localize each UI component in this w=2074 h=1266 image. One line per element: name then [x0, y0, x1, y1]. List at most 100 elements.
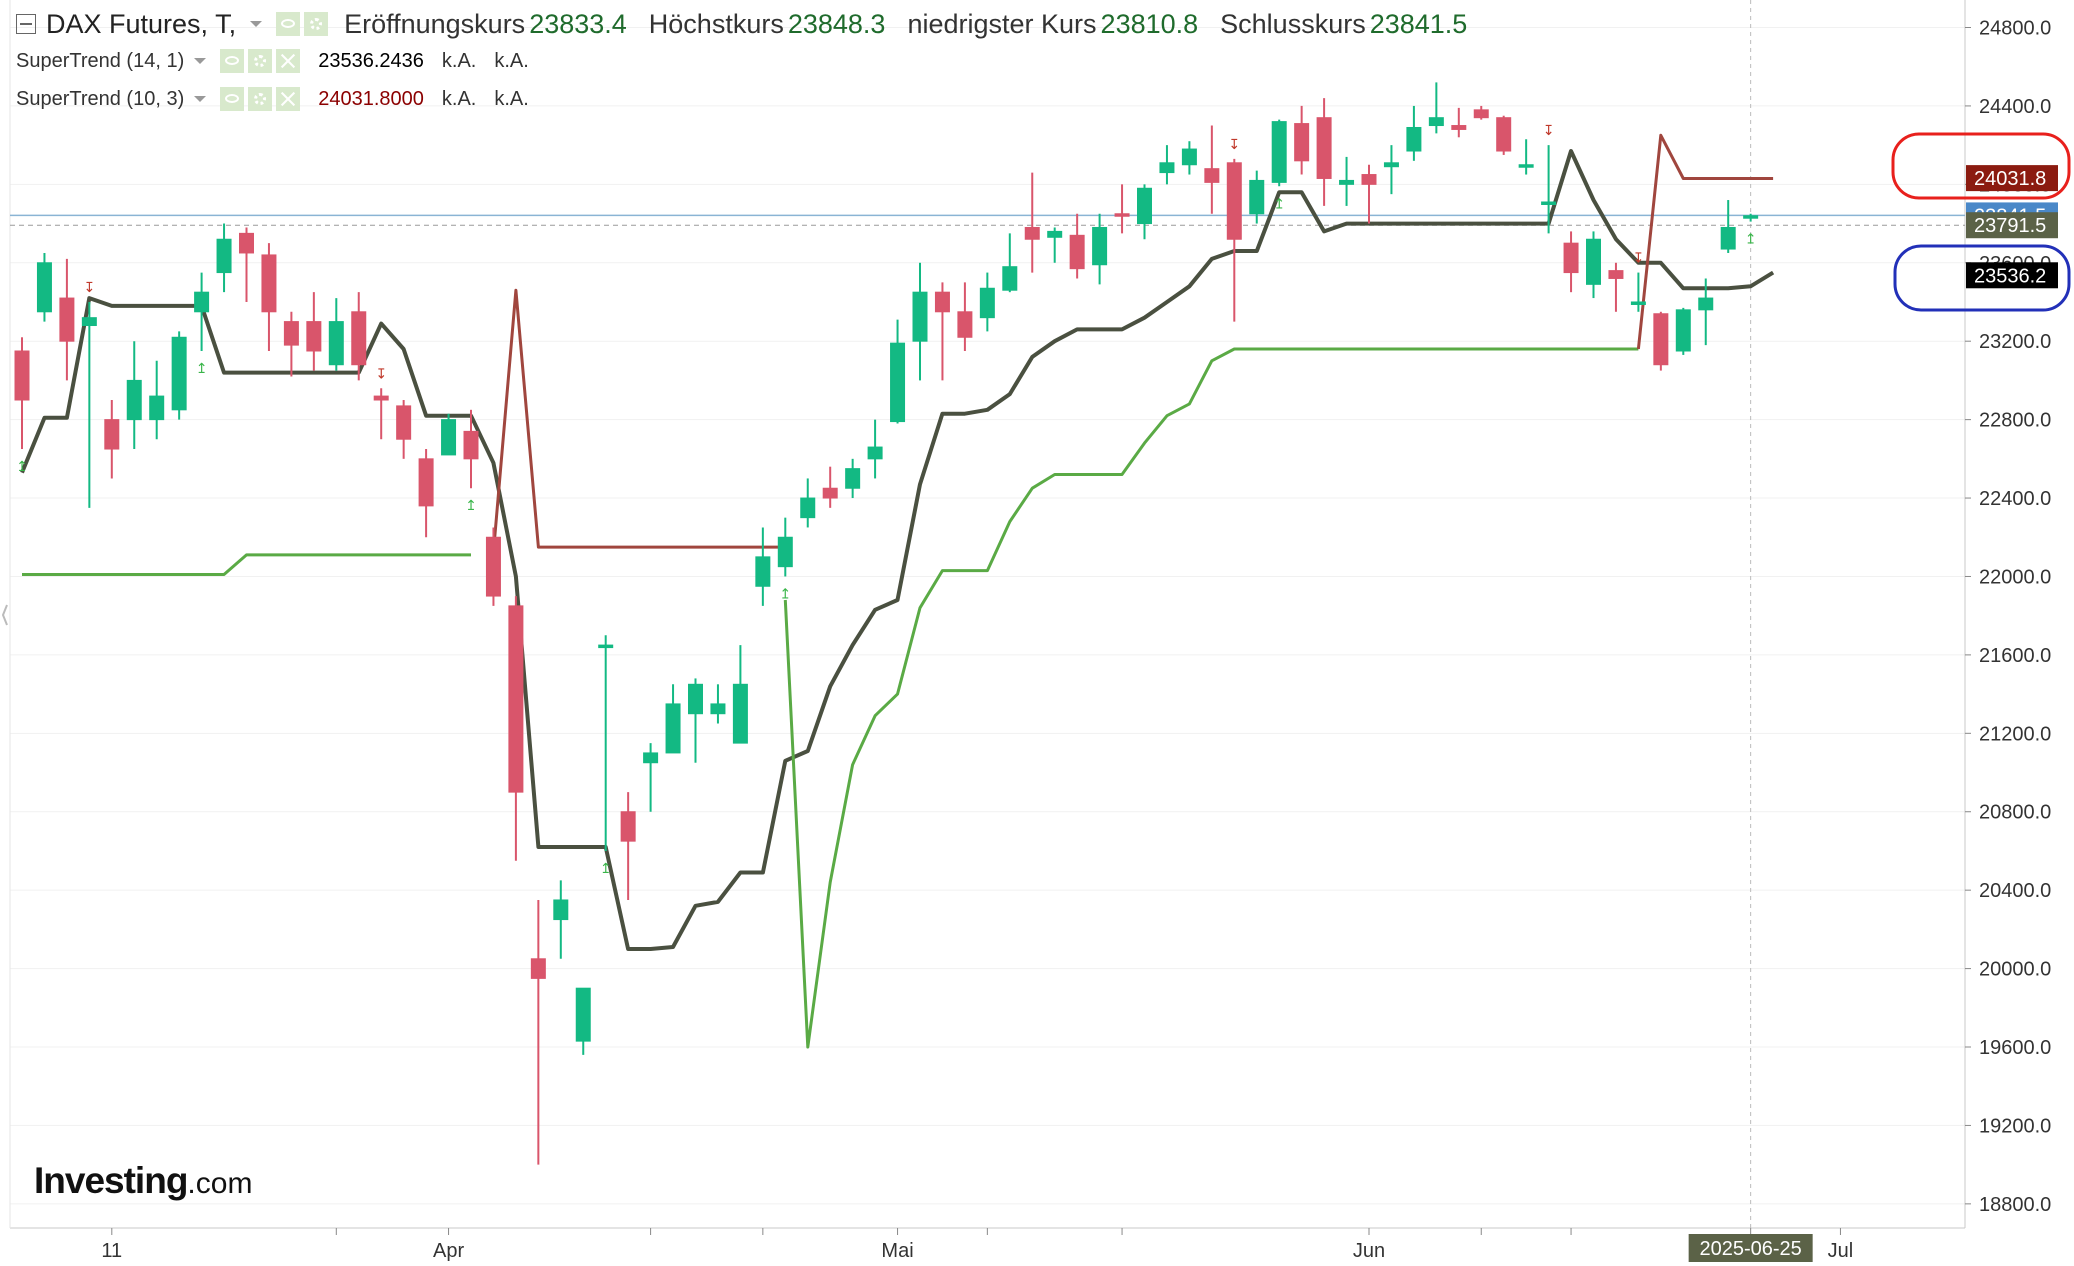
candle [912, 262, 928, 381]
candle [194, 272, 210, 351]
candle-body [777, 536, 793, 568]
candle-body [553, 899, 569, 921]
candle [485, 527, 501, 606]
candle [149, 360, 165, 440]
logo-brand: Investing [34, 1160, 188, 1201]
candle-body [1159, 162, 1175, 174]
close-icon[interactable] [276, 87, 301, 111]
candle-body [845, 468, 861, 489]
arrow-down-icon: ↧ [1543, 123, 1555, 139]
price-label: 23536.2 [1974, 265, 2046, 287]
candle-body [822, 487, 838, 499]
indicator-na: k.A. [441, 49, 477, 72]
candle [575, 987, 591, 1055]
indicator-name[interactable]: SuperTrend (10, 3) [16, 87, 185, 110]
x-tick-label: 11 [101, 1240, 122, 1262]
arrow-up-icon: ↥ [779, 586, 791, 602]
candle [1541, 145, 1557, 234]
candle [396, 400, 412, 459]
candle-body [59, 297, 75, 342]
candle-body [396, 405, 412, 440]
candle [1024, 172, 1040, 273]
candle-body [126, 379, 142, 421]
candle [1047, 227, 1063, 263]
indicator-row-1: SuperTrend (14, 1) 23536.2436 k.A. k.A. [16, 42, 1477, 80]
candle-body [1092, 226, 1108, 266]
candle-body [36, 262, 52, 313]
close-value: 23841.5 [1369, 8, 1468, 39]
candle-body [620, 811, 636, 842]
series-line [22, 347, 1639, 1049]
indicator-name[interactable]: SuperTrend (14, 1) [16, 49, 185, 72]
candle [890, 319, 906, 424]
instrument-title[interactable]: DAX Futures, T, [46, 8, 237, 39]
candle-body [306, 321, 322, 352]
candle-body [418, 458, 434, 507]
candle [665, 684, 681, 754]
candle [1563, 231, 1579, 293]
gear-icon[interactable] [248, 87, 273, 111]
candle-body [1586, 238, 1601, 285]
candle-body [1137, 187, 1152, 225]
candle-body [441, 419, 457, 456]
scroll-handle-icon [1, 604, 8, 626]
high-value: 23848.3 [787, 8, 886, 39]
candle [845, 458, 861, 499]
y-tick-label: 22400.0 [1979, 488, 2051, 510]
candle-body [1698, 297, 1714, 311]
close-label: Schlusskurs [1220, 8, 1366, 39]
x-tick-label: Jul [1828, 1240, 1854, 1262]
candle [36, 252, 52, 322]
candle-body [1496, 117, 1512, 152]
candle-body [1383, 162, 1399, 168]
candle-body [867, 446, 883, 460]
candle [800, 478, 816, 528]
candle-body [710, 703, 726, 715]
arrow-up-icon: ↥ [196, 361, 208, 377]
eye-icon[interactable] [220, 87, 245, 111]
candle-body [261, 254, 277, 313]
candle [957, 282, 973, 351]
candle [1226, 158, 1242, 322]
candle-body [1339, 179, 1355, 185]
gear-icon[interactable] [304, 12, 329, 36]
gear-icon[interactable] [248, 49, 273, 73]
indicator-row-2: SuperTrend (10, 3) 24031.8000 k.A. k.A. [16, 80, 1477, 118]
eye-icon[interactable] [220, 49, 245, 73]
candle [643, 743, 659, 812]
y-tick-label: 19600.0 [1979, 1037, 2051, 1059]
candle [81, 301, 97, 508]
eye-icon[interactable] [276, 12, 301, 36]
candle [1518, 139, 1534, 175]
candle [598, 635, 614, 851]
candle-body [485, 536, 501, 597]
candle [620, 792, 636, 900]
arrow-up-icon: ↥ [600, 861, 612, 877]
close-icon[interactable] [276, 49, 301, 73]
indicator-na: k.A. [441, 87, 477, 110]
candle-body [1047, 230, 1063, 238]
candle-body [1361, 174, 1377, 185]
date-label: 2025-06-25 [1699, 1238, 1801, 1260]
candle-body [800, 497, 816, 519]
candle-body [508, 605, 524, 793]
candle [1204, 125, 1220, 214]
candle [1653, 311, 1669, 371]
candle-body [1181, 148, 1197, 166]
candle-body [149, 395, 165, 421]
chevron-down-icon[interactable] [194, 96, 207, 102]
candle [1428, 82, 1444, 134]
collapse-icon[interactable] [16, 14, 36, 34]
candle [755, 527, 771, 606]
candle-body [1428, 117, 1444, 127]
candle [1002, 233, 1018, 293]
chevron-down-icon[interactable] [250, 21, 263, 27]
candle-body [239, 232, 254, 254]
low-value: 23810.8 [1100, 8, 1199, 39]
arrow-up-icon: ↥ [16, 459, 28, 475]
y-tick-label: 24800.0 [1979, 18, 2051, 40]
candle-body [104, 419, 120, 450]
chevron-down-icon[interactable] [194, 58, 207, 64]
candle-body [1518, 164, 1534, 168]
candle-body [1294, 123, 1310, 162]
